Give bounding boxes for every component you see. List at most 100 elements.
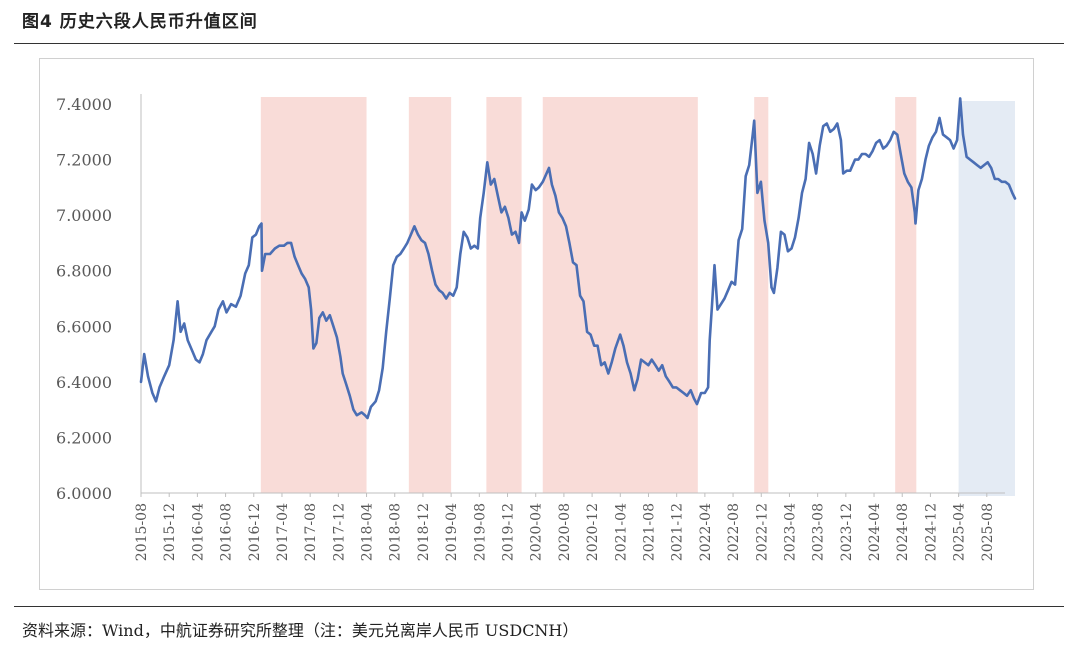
data-point-105 <box>518 242 520 244</box>
data-point-136 <box>630 372 632 375</box>
data-point-47 <box>315 342 317 344</box>
x-tick-label-12: 2019-08 <box>472 503 488 561</box>
data-point-59 <box>356 414 358 416</box>
chart-frame: 6.0000 6.2000 6.4000 6.6000 6.8000 7.0000 7.20… <box>39 58 1034 590</box>
data-point-62 <box>366 417 369 419</box>
data-point-216 <box>903 172 905 175</box>
usdcnh-series-line <box>139 97 1017 420</box>
bottom-rule <box>14 606 1064 607</box>
data-point-86 <box>452 295 454 297</box>
data-point-8 <box>173 339 175 341</box>
data-point-32 <box>261 270 263 272</box>
data-point-227 <box>938 117 941 119</box>
data-point-14 <box>195 359 197 361</box>
data-point-222 <box>921 178 923 180</box>
data-point-81 <box>434 284 437 286</box>
appreciation-band-1 <box>260 97 367 493</box>
figure-title: 图4 历史六段人民币升值区间 <box>22 12 258 32</box>
data-point-33 <box>264 253 266 255</box>
data-point-88 <box>459 253 461 255</box>
data-point-181 <box>780 231 782 233</box>
x-tick-label-11: 2019-04 <box>444 503 460 561</box>
data-point-142 <box>651 359 653 361</box>
data-point-135 <box>626 361 628 363</box>
data-point-151 <box>683 392 685 394</box>
data-point-124 <box>586 331 588 333</box>
data-point-70 <box>396 256 398 258</box>
data-point-249 <box>1014 197 1016 200</box>
data-point-7 <box>168 364 170 366</box>
data-point-239 <box>980 167 982 169</box>
y-tick-label-2: 6.4000 <box>56 373 112 392</box>
data-point-80 <box>431 270 433 272</box>
data-point-98 <box>493 178 495 180</box>
data-point-205 <box>864 153 867 155</box>
data-point-195 <box>829 131 831 133</box>
usdcnh-line-chart: 6.0000 6.2000 6.4000 6.6000 6.8000 7.0000 7.20… <box>56 94 1017 561</box>
data-point-188 <box>805 178 807 180</box>
data-point-102 <box>507 217 509 219</box>
data-point-4 <box>155 400 157 402</box>
data-point-44 <box>308 286 310 288</box>
data-point-29 <box>255 234 257 236</box>
data-point-52 <box>332 325 334 327</box>
data-point-214 <box>896 134 898 136</box>
data-point-43 <box>304 278 306 280</box>
x-tick-label-26: 2024-04 <box>867 503 883 561</box>
x-tick-label-0: 2015-08 <box>134 503 150 561</box>
data-point-247 <box>1008 184 1010 186</box>
data-point-125 <box>590 334 592 336</box>
data-point-63 <box>370 406 372 408</box>
data-point-85 <box>449 292 451 294</box>
data-point-25 <box>240 295 242 297</box>
data-point-168 <box>738 239 740 241</box>
x-tick-label-20: 2022-04 <box>698 503 714 561</box>
data-point-241 <box>987 161 989 163</box>
data-point-236 <box>969 159 971 161</box>
data-point-49 <box>322 311 324 313</box>
x-tick-label-21: 2022-08 <box>726 503 742 561</box>
data-point-232 <box>956 139 958 141</box>
data-point-129 <box>604 361 606 363</box>
data-point-209 <box>879 139 881 141</box>
x-tick-label-17: 2021-04 <box>613 503 629 561</box>
data-point-237 <box>973 161 975 163</box>
data-point-211 <box>886 145 888 147</box>
data-point-112 <box>542 181 544 183</box>
data-point-5 <box>158 386 161 388</box>
x-tick-label-8: 2018-04 <box>360 503 376 561</box>
x-tick-label-10: 2018-12 <box>416 503 432 561</box>
data-point-137 <box>633 389 635 391</box>
data-point-158 <box>707 386 709 388</box>
data-point-238 <box>976 164 978 166</box>
data-point-244 <box>997 178 999 180</box>
data-point-126 <box>593 345 595 347</box>
data-point-235 <box>966 156 968 158</box>
data-point-78 <box>424 242 426 244</box>
data-point-198 <box>840 139 842 141</box>
data-point-91 <box>470 247 472 250</box>
data-point-82 <box>438 289 440 291</box>
data-point-131 <box>611 361 613 363</box>
x-tick-label-9: 2018-08 <box>388 503 404 561</box>
data-point-113 <box>548 167 550 169</box>
data-point-177 <box>767 242 769 244</box>
data-point-79 <box>427 253 430 255</box>
appreciation-band-3 <box>486 97 522 493</box>
data-point-176 <box>763 220 766 222</box>
data-point-170 <box>745 175 747 177</box>
data-point-74 <box>410 234 412 236</box>
data-point-92 <box>473 245 475 247</box>
data-point-234 <box>962 134 964 136</box>
data-point-0 <box>140 381 142 383</box>
data-point-30 <box>258 225 260 227</box>
data-point-2 <box>147 375 149 377</box>
data-point-3 <box>151 392 153 394</box>
data-point-38 <box>286 242 289 244</box>
data-point-245 <box>1001 181 1003 183</box>
data-point-19 <box>214 325 216 327</box>
data-point-144 <box>658 370 660 372</box>
top-rule <box>14 43 1064 44</box>
data-point-106 <box>521 211 523 213</box>
data-point-206 <box>868 156 870 158</box>
